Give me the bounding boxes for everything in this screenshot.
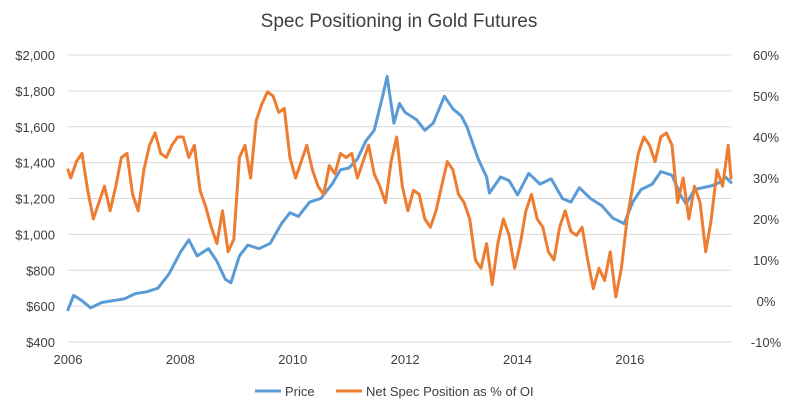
x-tick-label: 2016 xyxy=(615,352,644,367)
left-tick-label: $1,200 xyxy=(15,192,55,207)
right-axis-ticks: -10% 0% 10% 20% 30% 40% 50% 60% xyxy=(751,48,782,350)
left-tick-label: $1,000 xyxy=(15,227,55,242)
x-tick-label: 2010 xyxy=(278,352,307,367)
right-tick-label: -10% xyxy=(751,335,782,350)
left-axis-ticks: $400 $600 $800 $1,000 $1,200 $1,400 $1,600 $1,8… xyxy=(15,48,55,350)
series-line xyxy=(66,75,733,312)
legend-label: Net Spec Position as % of OI xyxy=(366,384,534,399)
right-tick-label: 40% xyxy=(753,130,779,145)
right-tick-label: 50% xyxy=(753,89,779,104)
left-tick-label: $2,000 xyxy=(15,48,55,63)
left-tick-label: $1,600 xyxy=(15,120,55,135)
chart-title: Spec Positioning in Gold Futures xyxy=(261,11,538,32)
right-tick-label: 10% xyxy=(753,253,779,268)
x-tick-label: 2014 xyxy=(503,352,532,367)
left-tick-label: $1,800 xyxy=(15,84,55,99)
series-lines xyxy=(66,75,733,312)
x-tick-label: 2006 xyxy=(54,352,83,367)
right-tick-label: 30% xyxy=(753,171,779,186)
left-tick-label: $400 xyxy=(26,335,55,350)
x-axis-ticks: 2006 2008 2010 2012 2014 2016 xyxy=(54,352,645,367)
right-tick-label: 20% xyxy=(753,212,779,227)
left-tick-label: $800 xyxy=(26,263,55,278)
x-tick-label: 2012 xyxy=(391,352,420,367)
left-tick-label: $600 xyxy=(26,299,55,314)
x-tick-label: 2008 xyxy=(166,352,195,367)
series-line xyxy=(66,90,733,299)
left-tick-label: $1,400 xyxy=(15,156,55,171)
right-tick-label: 0% xyxy=(757,294,776,309)
legend: Price Net Spec Position as % of OI xyxy=(255,384,534,399)
legend-label: Price xyxy=(285,384,315,399)
right-tick-label: 60% xyxy=(753,48,779,63)
